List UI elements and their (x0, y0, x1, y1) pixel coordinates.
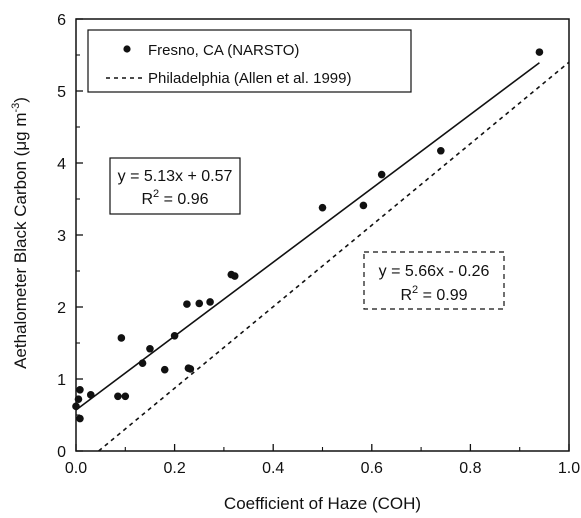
data-point (160, 365, 169, 374)
x-tick-label: 0.2 (163, 460, 185, 477)
y-tick-label: 1 (57, 372, 66, 389)
legend: Fresno, CA (NARSTO) Philadelphia (Allen … (87, 29, 412, 93)
legend-marker-fresno (123, 45, 131, 53)
data-point (117, 334, 126, 342)
data-point (76, 386, 84, 394)
data-point (206, 298, 214, 306)
y-tick-label: 4 (57, 156, 66, 173)
x-axis-ticks: 0.0 0.2 0.4 0.6 0.8 1.0 (65, 444, 580, 477)
fit-lines (75, 61, 570, 452)
equation-box-fresno: y = 5.13x + 0.57 R2 = 0.96 (109, 157, 241, 215)
data-points (72, 48, 544, 423)
equation-philadelphia: y = 5.66x - 0.26 (379, 263, 490, 280)
equation-box-philadelphia-frame (363, 251, 505, 310)
r-squared-philadelphia: R2 = 0.99 (400, 284, 467, 304)
data-point (183, 300, 191, 308)
y-axis-title-close: ) (11, 97, 30, 103)
legend-label-fresno: Fresno, CA (NARSTO) (148, 42, 299, 59)
data-point (72, 402, 80, 411)
data-point (121, 392, 130, 401)
data-point (170, 332, 179, 340)
y-tick-label: 5 (57, 84, 66, 101)
x-tick-label: 0.0 (65, 460, 87, 477)
x-tick-label: 0.8 (459, 460, 481, 477)
data-point (230, 272, 239, 280)
data-point (76, 414, 84, 423)
fit-line-fresno (75, 62, 540, 411)
y-tick-label: 6 (57, 12, 66, 29)
x-tick-label: 1.0 (558, 460, 580, 477)
data-point (535, 48, 544, 56)
equation-box-fresno-frame (109, 157, 241, 215)
data-point (86, 391, 95, 399)
y-tick-label: 2 (57, 300, 66, 317)
x-tick-label: 0.6 (361, 460, 383, 477)
equation-box-philadelphia: y = 5.66x - 0.26 R2 = 0.99 (363, 251, 505, 310)
y-tick-label: 0 (57, 444, 66, 461)
data-point (377, 170, 386, 179)
data-point (195, 299, 204, 308)
data-point (359, 201, 368, 210)
legend-label-philadelphia: Philadelphia (Allen et al. 1999) (148, 70, 351, 87)
fit-line-philadelphia (98, 61, 570, 452)
x-tick-label: 0.4 (262, 460, 284, 477)
data-point (437, 146, 445, 155)
data-point (114, 392, 122, 401)
data-point (318, 203, 327, 212)
y-axis-title-main: Aethalometer Black Carbon (μg m (11, 113, 30, 369)
data-point (186, 365, 195, 373)
data-point (74, 395, 83, 403)
y-axis-title: Aethalometer Black Carbon (μg m-3) (10, 97, 30, 369)
data-point (138, 359, 147, 367)
r-squared-fresno: R2 = 0.96 (141, 188, 208, 208)
y-axis-title-sup: -3 (10, 103, 22, 113)
y-axis-ticks: 0 1 2 3 4 5 6 (57, 12, 83, 461)
x-axis-title: Coefficient of Haze (COH) (224, 494, 421, 513)
data-point (146, 344, 154, 353)
y-tick-label: 3 (57, 228, 66, 245)
legend-box (87, 29, 412, 93)
equation-fresno: y = 5.13x + 0.57 (118, 168, 233, 185)
